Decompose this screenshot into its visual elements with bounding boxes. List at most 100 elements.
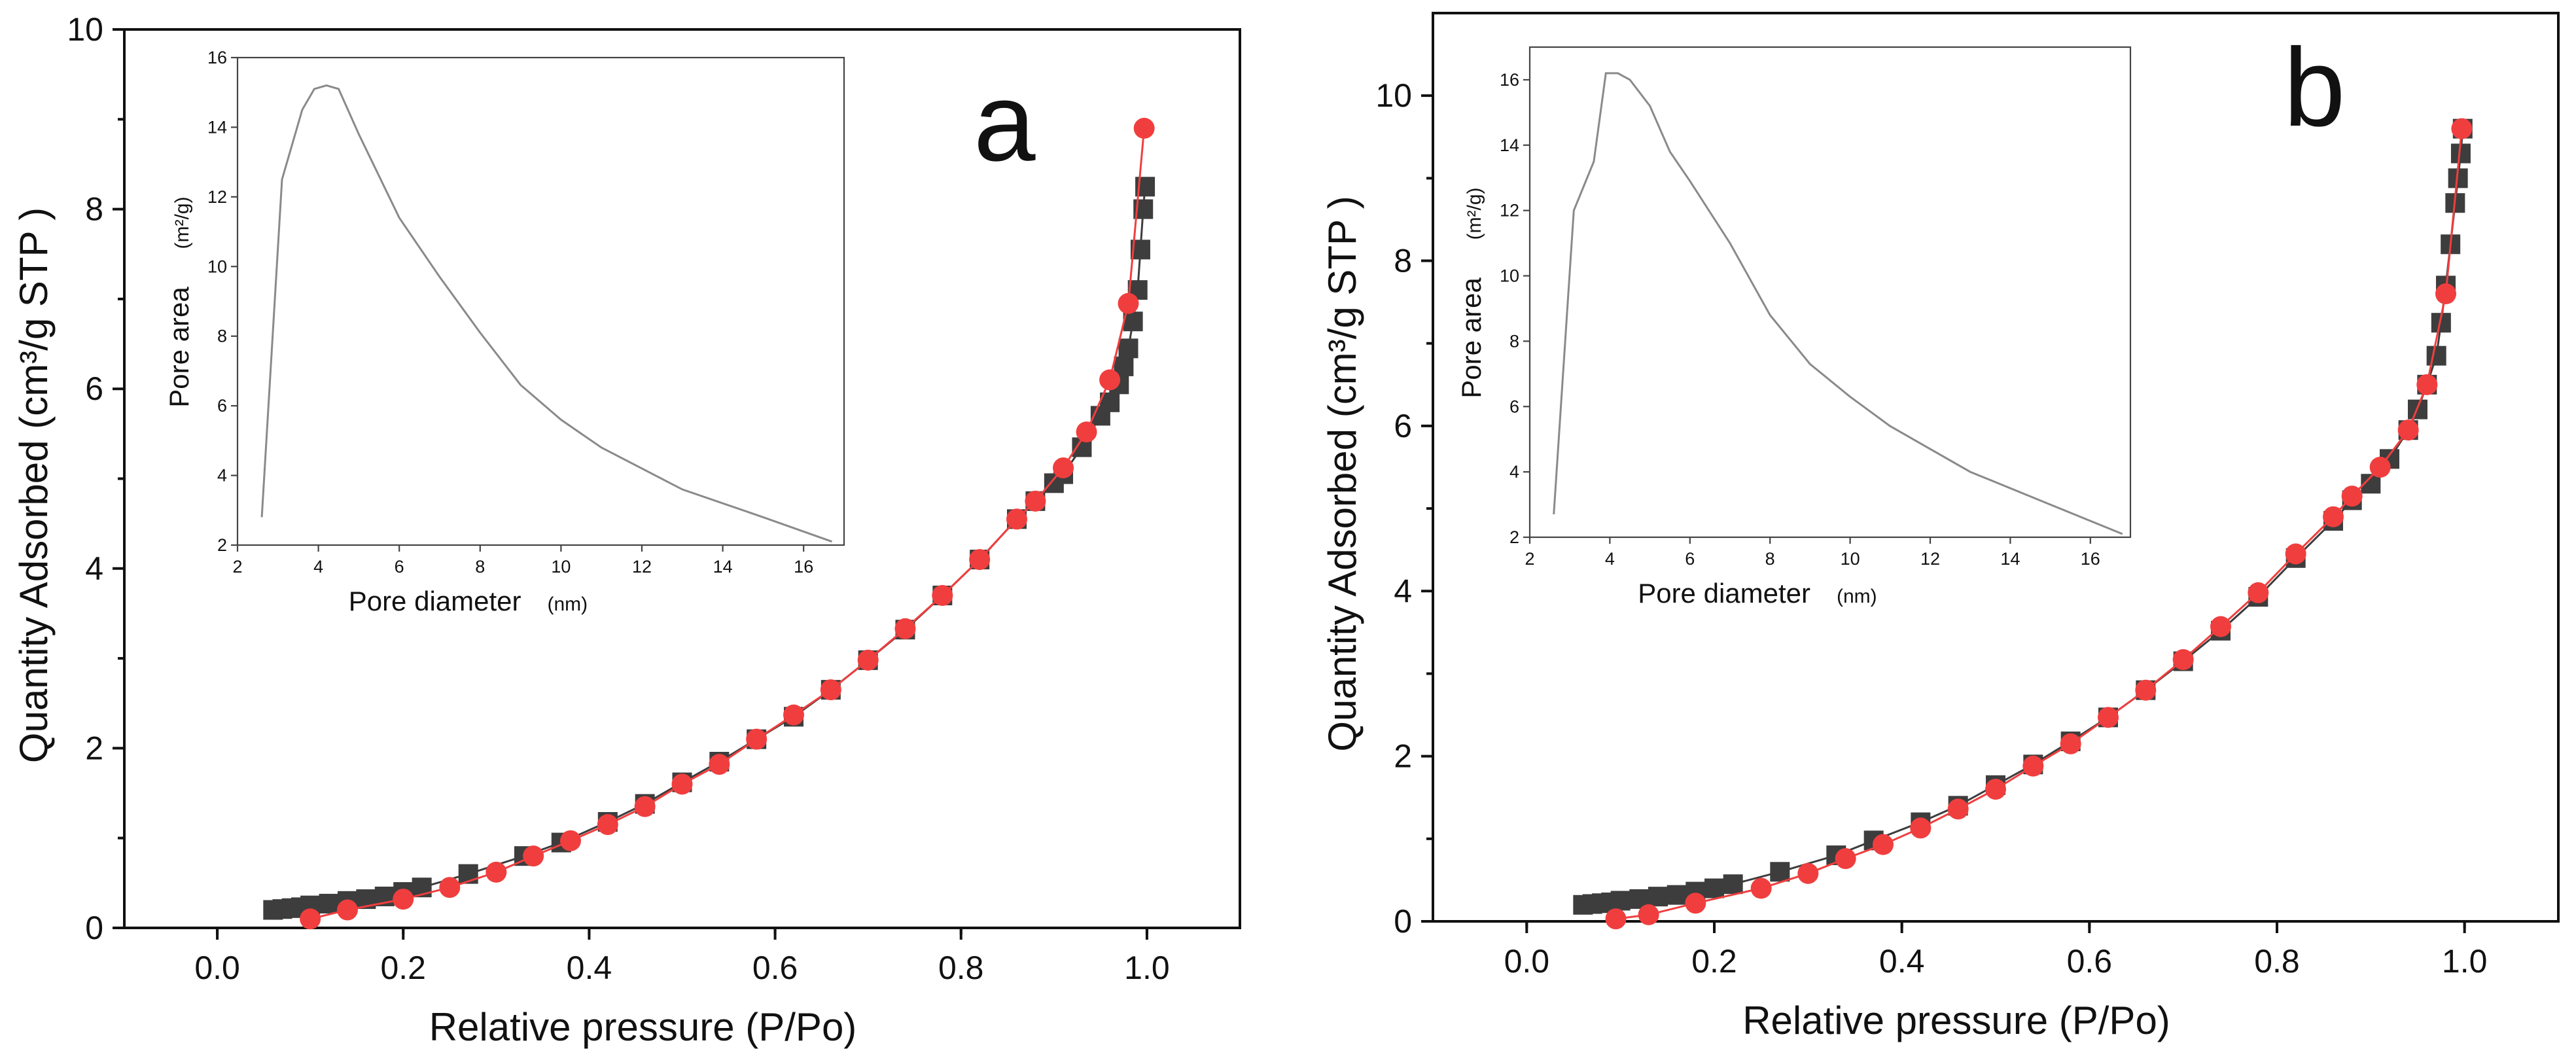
y-tick-label: 10 (67, 11, 103, 48)
inset-chart: 2 4 6 8 10 12 14 16 2 4 6 8 10 12 14 16 Pore diameter (nm… (164, 48, 845, 616)
adsorption-point (319, 893, 339, 913)
inset-y-tick-label: 10 (1500, 266, 1519, 286)
desorption-point (560, 830, 581, 851)
desorption-point (2135, 679, 2157, 701)
desorption-point (439, 877, 461, 898)
inset-x-tick-label: 14 (713, 557, 733, 576)
desorption-point (393, 889, 414, 910)
inset-x-tick-label: 12 (632, 557, 652, 576)
adsorption-point (1704, 878, 1724, 898)
desorption-point (746, 728, 768, 750)
panel-label: a (974, 60, 1036, 185)
desorption-point (1605, 908, 1627, 930)
inset-y-tick-label: 10 (207, 257, 227, 276)
x-tick-label: 0.0 (194, 949, 240, 986)
inset-x-tick-label: 8 (475, 557, 485, 576)
plot-frame (1432, 12, 2560, 923)
adsorption-point (1770, 862, 1790, 882)
desorption-point (523, 845, 544, 867)
inset-x-tick-label: 6 (395, 557, 404, 576)
desorption-point (2435, 283, 2456, 305)
adsorption-point (1610, 891, 1631, 911)
inset-y-axis-title: Pore area (164, 287, 194, 408)
pore-area-curve (260, 84, 833, 543)
desorption-point (1797, 862, 1819, 884)
inset-y-tick-label: 2 (1509, 527, 1519, 547)
x-tick-label: 0.0 (1504, 943, 1550, 980)
desorption-point (300, 908, 321, 930)
y-tick-label: 0 (85, 910, 103, 946)
desorption-point (969, 549, 991, 571)
desorption-point (1133, 118, 1155, 139)
x-tick-label: 0.2 (380, 949, 426, 986)
y-tick-label: 10 (1375, 77, 1412, 114)
inset-y-axis-unit: (m²/g) (171, 197, 193, 249)
inset-frame (1528, 46, 2132, 539)
adsorption-point (1723, 874, 1743, 895)
desorption-point (1053, 457, 1074, 479)
x-tick-label: 0.8 (2254, 943, 2300, 980)
inset-chart: 2 4 6 8 10 12 14 16 2 4 6 8 10 12 14 16 Pore diameter (nm… (1456, 46, 2132, 609)
desorption-point (1910, 817, 1932, 839)
pore-area-curve (1553, 72, 2123, 535)
x-tick-label: 0.6 (752, 949, 798, 986)
y-tick-label: 6 (85, 370, 103, 407)
x-tick-label: 1.0 (2442, 943, 2488, 980)
inset-y-tick-label: 16 (1500, 70, 1519, 90)
desorption-point (1006, 508, 1027, 530)
desorption-point (1947, 798, 1969, 820)
inset-y-tick-label: 2 (217, 535, 227, 555)
desorption-point (1835, 848, 1856, 870)
desorption-point (1985, 779, 2006, 800)
desorption-point (1099, 369, 1121, 391)
inset-x-tick-label: 6 (1685, 549, 1695, 569)
inset-x-tick-label: 10 (1841, 549, 1860, 569)
desorption-point (1025, 490, 1046, 512)
inset-x-tick-label: 2 (232, 557, 242, 576)
x-tick-label: 0.4 (1879, 943, 1925, 980)
inset-x-axis-title: Pore diameter (349, 586, 521, 616)
desorption-point (2416, 374, 2438, 395)
inset-x-tick-label: 8 (1765, 549, 1775, 569)
inset-y-tick-label: 16 (207, 48, 227, 67)
desorption-point (2341, 486, 2363, 507)
desorption-point (1685, 893, 1706, 914)
inset-x-tick-label: 12 (1920, 549, 1940, 569)
desorption-point (783, 704, 804, 726)
inset-y-tick-label: 8 (217, 327, 227, 346)
desorption-point (2210, 616, 2231, 637)
inset-y-tick-label: 6 (1509, 397, 1519, 416)
inset-x-tick-label: 14 (2000, 549, 2020, 569)
y-tick-label: 2 (85, 730, 103, 766)
inset-y-tick-label: 8 (1509, 331, 1519, 351)
inset-x-tick-label: 10 (551, 557, 571, 576)
desorption-point (485, 861, 507, 883)
desorption-point (2369, 457, 2391, 478)
desorption-point (634, 796, 656, 817)
desorption-point (2323, 506, 2344, 527)
desorption-point (1076, 421, 1097, 443)
desorption-point (2397, 419, 2419, 441)
inset-x-tick-label: 4 (1605, 549, 1615, 569)
x-axis-title: Relative pressure (P/Po) (429, 1005, 857, 1049)
desorption-point (671, 773, 693, 795)
inset-x-tick-label: 4 (313, 557, 323, 576)
inset-y-tick-label: 14 (1500, 135, 1519, 155)
x-tick-label: 0.8 (938, 949, 984, 986)
inset-frame (236, 56, 845, 546)
desorption-point (820, 679, 841, 701)
inset-y-tick-label: 12 (207, 187, 227, 207)
desorption-point (709, 754, 730, 775)
desorption-point (1873, 834, 1894, 855)
y-tick-label: 8 (85, 191, 103, 228)
inset-x-tick-label: 2 (1525, 549, 1534, 569)
inset-y-tick-label: 6 (217, 396, 227, 416)
inset-x-axis-unit: (nm) (1837, 586, 1877, 607)
y-tick-label: 2 (1394, 738, 1412, 775)
x-tick-label: 0.4 (567, 949, 612, 986)
desorption-point (337, 899, 358, 921)
desorption-point (2451, 118, 2473, 139)
inset-x-tick-label: 16 (2081, 549, 2100, 569)
desorption-point (1118, 293, 1139, 314)
